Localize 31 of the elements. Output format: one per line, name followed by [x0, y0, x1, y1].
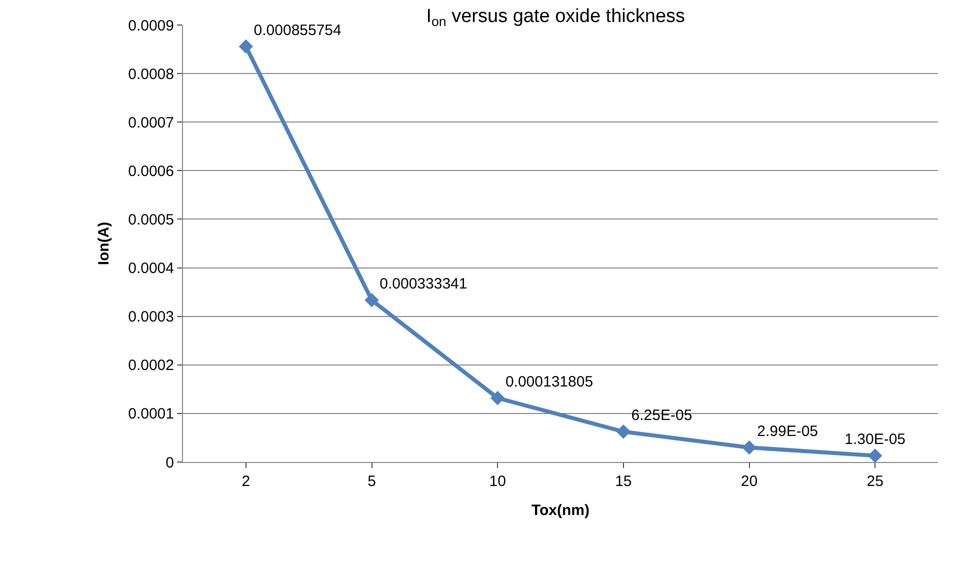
- x-tick-label: 15: [615, 473, 632, 490]
- y-tick-label: 0.0008: [128, 66, 174, 83]
- x-tick-label: 25: [866, 473, 884, 490]
- y-tick-label: 0.0004: [128, 260, 174, 278]
- data-label: 0.000131805: [505, 373, 594, 390]
- x-axis-title: Tox(nm): [531, 502, 590, 519]
- y-tick-label: 0.0002: [128, 357, 174, 374]
- data-label: 1.30E-05: [844, 431, 906, 448]
- point: [490, 390, 505, 406]
- y-tick-label: 0.0009: [128, 17, 174, 34]
- y-axis-title: Ion(A): [95, 222, 112, 266]
- y-tick-label: 0.0007: [128, 114, 174, 132]
- data-label: 0.000855754: [254, 22, 342, 39]
- y-tick-label: 0.0006: [128, 162, 174, 180]
- data-label: 6.25E-05: [631, 407, 692, 424]
- point: [868, 448, 882, 463]
- x-tick-label: 5: [368, 473, 376, 490]
- point: [364, 292, 379, 308]
- y-tick-label: 0.0003: [128, 308, 174, 326]
- point: [238, 39, 254, 54]
- data-label: 0.000333341: [380, 276, 468, 293]
- y-tick-label: 0.0005: [128, 211, 174, 228]
- x-tick-label: 10: [489, 473, 506, 490]
- x-tick-label: 20: [740, 473, 758, 490]
- y-tick-label: 0.0001: [128, 406, 174, 423]
- chart-title: I$_{on}$ versus gate oxide thickness: [426, 6, 686, 29]
- point: [742, 440, 756, 455]
- y-tick-label: 0: [166, 454, 174, 472]
- data-label: 2.99E-05: [757, 422, 818, 440]
- x-tick-label: 2: [242, 473, 250, 490]
- point: [616, 424, 631, 439]
